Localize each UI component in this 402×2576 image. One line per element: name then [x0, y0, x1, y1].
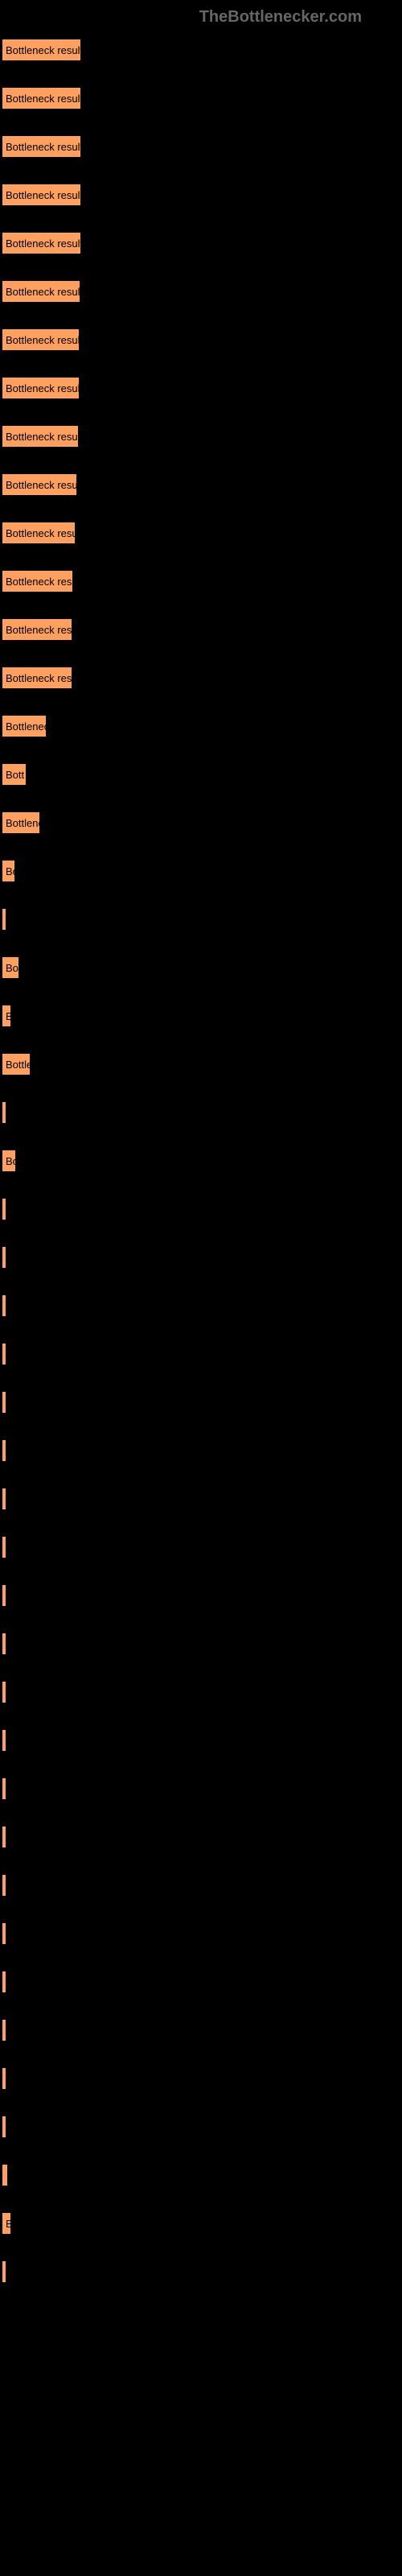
bar-row: Bottleneck result — [2, 184, 402, 206]
chart-bar — [2, 1536, 6, 1558]
chart-bar: Bott — [2, 763, 27, 786]
chart-bar — [2, 2116, 6, 2138]
chart-bar — [2, 2164, 8, 2186]
chart-bar — [2, 1971, 6, 1993]
chart-bar — [2, 1922, 6, 1945]
bar-row — [2, 1294, 402, 1317]
chart-bar: Bottleneck result — [2, 184, 81, 206]
chart-bar — [2, 2260, 6, 2283]
chart-bar: Bo — [2, 860, 15, 882]
chart-bar — [2, 1729, 6, 1752]
chart-bar: Bo — [2, 1150, 16, 1172]
chart-bar — [2, 1826, 6, 1848]
bar-row: Bottleneck result — [2, 87, 402, 109]
bar-row: Bo — [2, 860, 402, 882]
bar-row: Bottle — [2, 1053, 402, 1075]
bar-row: Bottleneck result — [2, 377, 402, 399]
bar-row — [2, 1101, 402, 1124]
bar-row — [2, 1777, 402, 1800]
bar-row: Bottleneck result — [2, 232, 402, 254]
chart-bar: Bottle — [2, 1053, 31, 1075]
bar-row: B — [2, 2212, 402, 2235]
bar-row — [2, 2164, 402, 2186]
chart-bar: Bottleneck result — [2, 280, 80, 303]
chart-bar — [2, 1584, 6, 1607]
bar-row — [2, 1198, 402, 1220]
chart-bar: Bottleneck result — [2, 135, 81, 158]
bar-row — [2, 1584, 402, 1607]
chart-bar: Bottlenec — [2, 715, 47, 737]
chart-bar: Bottleneck result — [2, 328, 80, 351]
chart-bar: Bottleneck res — [2, 570, 73, 592]
chart-bar: Bottleneck res — [2, 618, 72, 641]
bar-row — [2, 1391, 402, 1414]
chart-bar: Bottleneck result — [2, 39, 81, 61]
bar-row — [2, 1633, 402, 1655]
chart-bar: B — [2, 1005, 11, 1027]
chart-bar — [2, 1439, 6, 1462]
bar-row: Bottlenec — [2, 715, 402, 737]
chart-bar — [2, 2067, 6, 2090]
bar-row: Bot — [2, 956, 402, 979]
bar-row — [2, 1343, 402, 1365]
bar-row: Bottleneck resu — [2, 473, 402, 496]
bar-row — [2, 1874, 402, 1897]
chart-bar — [2, 1874, 6, 1897]
chart-bar — [2, 1633, 6, 1655]
bar-row: Bottleneck res — [2, 618, 402, 641]
chart-bar — [2, 1101, 6, 1124]
chart-bar — [2, 1198, 6, 1220]
bar-chart: Bottleneck result Bottleneck result Bottle… — [0, 39, 402, 2283]
bar-row — [2, 2260, 402, 2283]
bar-row — [2, 1488, 402, 1510]
chart-bar: Bottleneck res — [2, 667, 72, 689]
chart-bar: Bottleneck resu — [2, 522, 76, 544]
chart-bar — [2, 1246, 6, 1269]
chart-bar — [2, 1343, 6, 1365]
chart-bar — [2, 2019, 6, 2041]
chart-bar: B — [2, 2212, 11, 2235]
bar-row: B — [2, 1005, 402, 1027]
chart-bar — [2, 908, 6, 931]
chart-bar: Bottlene — [2, 811, 40, 834]
bar-row: Bott — [2, 763, 402, 786]
bar-row — [2, 1971, 402, 1993]
bar-row: Bottleneck result — [2, 39, 402, 61]
chart-bar: Bot — [2, 956, 19, 979]
bar-row: Bottleneck result — [2, 280, 402, 303]
chart-bar: Bottleneck resu — [2, 473, 77, 496]
bar-row: Bottleneck result — [2, 328, 402, 351]
bar-row — [2, 1922, 402, 1945]
bar-row — [2, 1536, 402, 1558]
bar-row: Bottleneck result — [2, 425, 402, 448]
chart-bar: Bottleneck result — [2, 87, 81, 109]
bar-row: Bottleneck resu — [2, 522, 402, 544]
chart-bar: Bottleneck result — [2, 232, 81, 254]
chart-bar — [2, 1777, 6, 1800]
bar-row: Bottleneck res — [2, 667, 402, 689]
bar-row — [2, 1681, 402, 1703]
bar-row: Bo — [2, 1150, 402, 1172]
bar-row — [2, 1826, 402, 1848]
watermark-text: TheBottlenecker.com — [0, 8, 402, 27]
bar-row: Bottleneck res — [2, 570, 402, 592]
bar-row — [2, 908, 402, 931]
bar-row — [2, 1439, 402, 1462]
chart-bar — [2, 1681, 6, 1703]
chart-bar: Bottleneck result — [2, 425, 79, 448]
bar-row — [2, 2116, 402, 2138]
chart-bar — [2, 1391, 6, 1414]
chart-bar — [2, 1294, 6, 1317]
bar-row — [2, 1729, 402, 1752]
bar-row — [2, 1246, 402, 1269]
chart-bar: Bottleneck result — [2, 377, 80, 399]
bar-row — [2, 2019, 402, 2041]
chart-bar — [2, 1488, 6, 1510]
bar-row — [2, 2067, 402, 2090]
bar-row: Bottleneck result — [2, 135, 402, 158]
bar-row: Bottlene — [2, 811, 402, 834]
